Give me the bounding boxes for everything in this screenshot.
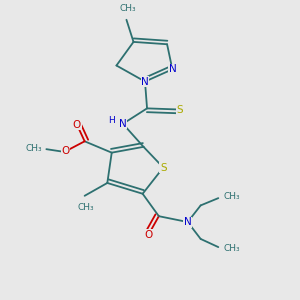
Text: N: N xyxy=(141,76,149,86)
Text: CH₃: CH₃ xyxy=(224,192,240,201)
Text: H: H xyxy=(108,116,115,125)
Text: N: N xyxy=(184,217,192,227)
Text: O: O xyxy=(61,146,69,157)
Text: CH₃: CH₃ xyxy=(25,144,42,153)
Text: CH₃: CH₃ xyxy=(224,244,240,253)
Text: N: N xyxy=(119,119,127,129)
Text: CH₃: CH₃ xyxy=(120,4,136,13)
Text: S: S xyxy=(160,163,166,172)
Text: CH₃: CH₃ xyxy=(78,203,94,212)
Text: O: O xyxy=(144,230,153,240)
Text: N: N xyxy=(169,64,176,74)
Text: S: S xyxy=(176,104,183,115)
Text: O: O xyxy=(73,120,81,130)
